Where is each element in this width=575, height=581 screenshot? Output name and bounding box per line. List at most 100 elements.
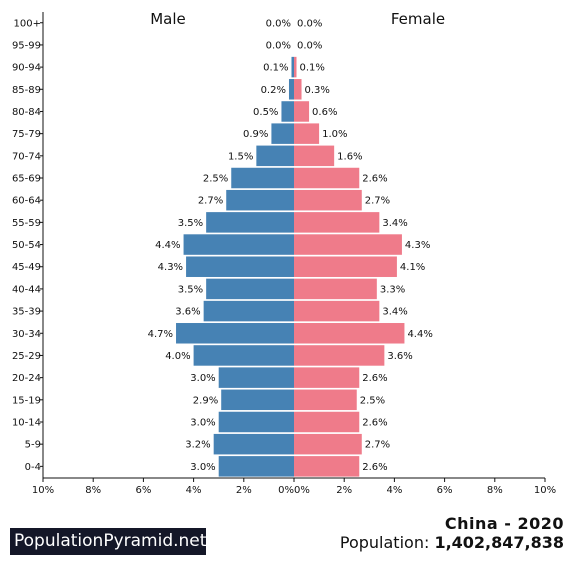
male-value-label: 3.0% <box>190 462 215 473</box>
female-value-label: 0.1% <box>300 63 325 74</box>
age-group-label: 75-79 <box>12 129 41 140</box>
male-bar-5-9 <box>213 433 294 455</box>
male-bar-85-89 <box>288 79 294 100</box>
male-bar-70-74 <box>256 145 294 167</box>
age-group-label: 20-24 <box>12 373 41 384</box>
male-value-label: 2.9% <box>193 395 218 406</box>
male-bar-60-64 <box>226 189 294 211</box>
male-bar-30-34 <box>176 323 294 344</box>
male-value-label: 4.3% <box>158 262 183 273</box>
female-value-label: 2.7% <box>365 440 390 451</box>
female-series-title: Female <box>391 10 445 28</box>
male-value-label: 3.5% <box>178 284 203 295</box>
age-group-label: 60-64 <box>12 196 41 207</box>
male-value-label: 0.0% <box>266 40 291 51</box>
female-bar-80-84 <box>294 101 310 122</box>
male-value-label: 0.2% <box>261 85 286 96</box>
female-value-label: 2.6% <box>362 417 387 428</box>
age-group-label: 35-39 <box>12 307 41 318</box>
male-bar-15-19 <box>221 389 294 411</box>
male-bar-35-39 <box>203 300 294 322</box>
age-group-label: 95-99 <box>12 40 41 51</box>
age-group-label: 70-74 <box>12 151 41 162</box>
age-group-label: 65-69 <box>12 174 41 185</box>
x-tick-label: 8% <box>487 485 503 496</box>
population-line: Population: 1,402,847,838 <box>340 533 564 552</box>
female-value-label: 3.4% <box>382 218 407 229</box>
age-group-label: 80-84 <box>12 107 41 118</box>
male-value-label: 2.5% <box>203 174 228 185</box>
female-bar-10-14 <box>294 411 360 433</box>
male-bar-45-49 <box>186 256 294 277</box>
x-tick-label: 0% <box>278 485 294 496</box>
male-bar-90-94 <box>291 56 294 78</box>
female-bar-45-49 <box>294 256 397 277</box>
x-tick-label: 2% <box>236 485 252 496</box>
female-value-labels: 0.0% 0.0% 0.1% 0.3% 0.6% 1.0% 1.6% 2.6% 2.7% 3.4%… <box>297 18 433 473</box>
male-value-labels: 0.0% 0.0% 0.1% 0.2% 0.5% 0.9% 1.5% 2.5% 2.7% 3.5%… <box>148 18 291 473</box>
female-bar-30-34 <box>294 323 405 344</box>
male-bar-25-29 <box>193 345 294 366</box>
age-group-label: 100+ <box>14 18 41 29</box>
female-value-label: 1.6% <box>337 151 362 162</box>
male-value-label: 3.6% <box>175 307 200 318</box>
female-bar-65-69 <box>294 167 360 189</box>
x-tick-label: 6% <box>135 485 151 496</box>
female-bar-20-24 <box>294 367 360 388</box>
x-tick-label: 10% <box>32 485 54 496</box>
female-bar-90-94 <box>294 56 297 78</box>
female-value-label: 0.6% <box>312 107 337 118</box>
female-bar-40-44 <box>294 278 377 300</box>
female-value-label: 0.0% <box>297 18 322 29</box>
male-bar-40-44 <box>206 278 294 300</box>
female-value-label: 4.1% <box>400 262 425 273</box>
female-value-label: 3.6% <box>387 351 412 362</box>
male-value-label: 0.1% <box>263 63 288 74</box>
female-value-label: 3.4% <box>382 307 407 318</box>
male-value-label: 3.0% <box>190 373 215 384</box>
female-bar-60-64 <box>294 189 362 211</box>
female-value-label: 0.3% <box>305 85 330 96</box>
male-series-title: Male <box>150 10 186 28</box>
age-group-label: 40-44 <box>12 284 41 295</box>
male-bar-65-69 <box>231 167 294 189</box>
age-group-label: 25-29 <box>12 351 41 362</box>
female-value-label: 4.4% <box>407 329 432 340</box>
x-tick-label: 4% <box>386 485 402 496</box>
female-bar-75-79 <box>294 123 320 144</box>
age-group-label: 30-34 <box>12 329 41 340</box>
x-tick-label: 8% <box>85 485 101 496</box>
male-bar-50-54 <box>183 234 294 255</box>
age-group-label: 50-54 <box>12 240 41 251</box>
population-label: Population: <box>339 533 430 552</box>
female-bar-85-89 <box>294 79 302 100</box>
population-pyramid-chart: 0.0% 0.0% 0.1% 0.2% 0.5% 0.9% 1.5% 2.5% 2.7% 3.5%… <box>12 10 556 496</box>
female-bar-0-4 <box>294 456 360 477</box>
female-value-label: 3.3% <box>380 284 405 295</box>
male-value-label: 3.5% <box>178 218 203 229</box>
female-value-label: 4.3% <box>405 240 430 251</box>
male-value-label: 2.7% <box>198 196 223 207</box>
female-bar-5-9 <box>294 433 362 455</box>
x-tick-label: 2% <box>336 485 352 496</box>
female-value-label: 2.6% <box>362 174 387 185</box>
female-bar-25-29 <box>294 345 385 366</box>
male-value-label: 3.0% <box>190 417 215 428</box>
country-year-title: China - 2020 <box>444 514 564 533</box>
female-value-label: 1.0% <box>322 129 347 140</box>
x-tick-label: 0% <box>294 485 310 496</box>
male-value-label: 1.5% <box>228 151 253 162</box>
male-bar-75-79 <box>271 123 294 144</box>
female-value-label: 2.6% <box>362 373 387 384</box>
female-bar-55-59 <box>294 212 380 233</box>
male-value-label: 0.0% <box>266 18 291 29</box>
female-bar-15-19 <box>294 389 357 411</box>
x-tick-label: 10% <box>534 485 556 496</box>
male-value-label: 0.9% <box>243 129 268 140</box>
female-value-label: 0.0% <box>297 40 322 51</box>
male-value-label: 3.2% <box>185 440 210 451</box>
age-group-label: 85-89 <box>12 85 41 96</box>
female-bar-70-74 <box>294 145 335 167</box>
brand-badge[interactable]: PopulationPyramid.net <box>10 528 206 555</box>
male-value-label: 4.4% <box>155 240 180 251</box>
